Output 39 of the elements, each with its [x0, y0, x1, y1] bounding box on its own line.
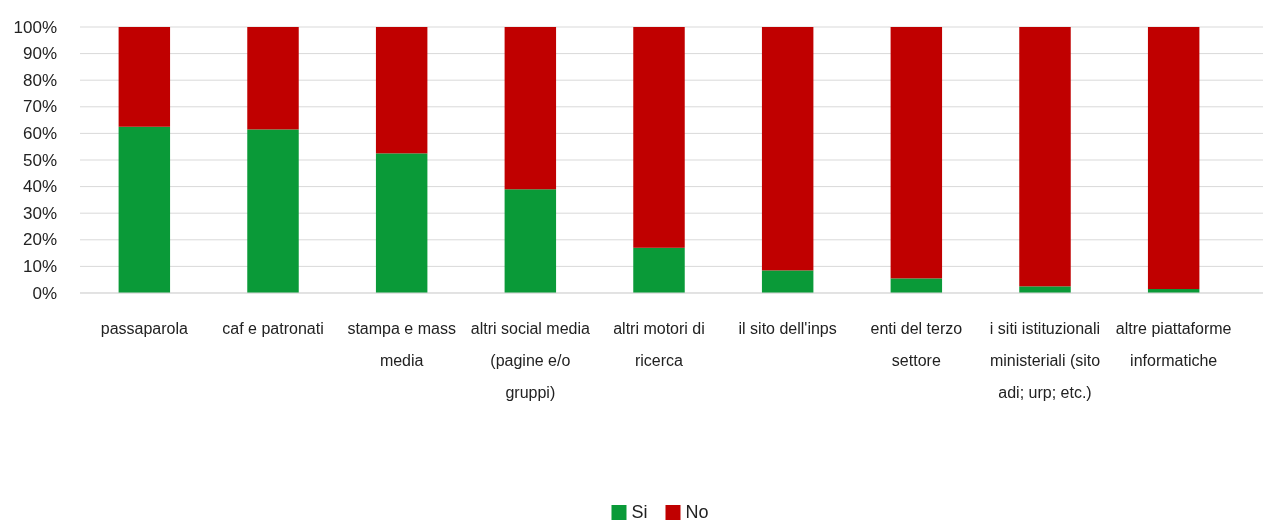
bar — [118, 27, 171, 127]
y-tick-label: 40% — [22, 177, 57, 197]
bar — [247, 27, 299, 130]
x-tick-label: stampa e mass media — [347, 319, 456, 369]
bar — [375, 27, 428, 154]
bar — [761, 27, 814, 271]
legend-label: Si — [631, 502, 648, 521]
bar — [247, 129, 299, 293]
y-tick-label: 50% — [22, 150, 57, 170]
bar — [1147, 27, 1200, 290]
x-tick-label: il sito dell'inps — [738, 319, 837, 337]
x-tick-label: i siti istituzionali ministeriali (sito adi; urp; etc.) — [989, 319, 1101, 401]
x-tick-label: altri motori di ricerca — [613, 319, 705, 369]
bar — [1019, 286, 1071, 293]
bar — [890, 27, 943, 279]
bar — [504, 189, 557, 293]
y-tick-label: 90% — [22, 44, 57, 64]
x-tick-label: caf e patronati — [222, 319, 324, 337]
y-tick-label: 100% — [13, 17, 57, 37]
y-tick-label: 70% — [22, 97, 57, 117]
bar — [633, 27, 685, 248]
y-tick-label: 30% — [22, 203, 57, 223]
legend-label: No — [685, 502, 709, 521]
bar — [1019, 27, 1071, 287]
bar — [633, 247, 685, 293]
y-tick-label: 60% — [22, 123, 57, 143]
bar — [118, 126, 171, 293]
y-tick-label: 20% — [22, 230, 57, 250]
y-tick-label: 80% — [22, 70, 57, 90]
y-tick-label: 0% — [32, 283, 57, 303]
y-tick-label: 10% — [22, 256, 57, 276]
x-tick-label: altre piattaforme informatiche — [1115, 319, 1232, 369]
bar — [890, 278, 943, 293]
x-tick-label: altri social media (pagine e/o gruppi) — [470, 319, 591, 401]
bar — [504, 27, 557, 190]
bar — [761, 270, 814, 293]
x-tick-label: enti del terzo settore — [870, 319, 963, 369]
bar — [375, 153, 428, 293]
x-tick-label: passaparola — [100, 319, 189, 337]
